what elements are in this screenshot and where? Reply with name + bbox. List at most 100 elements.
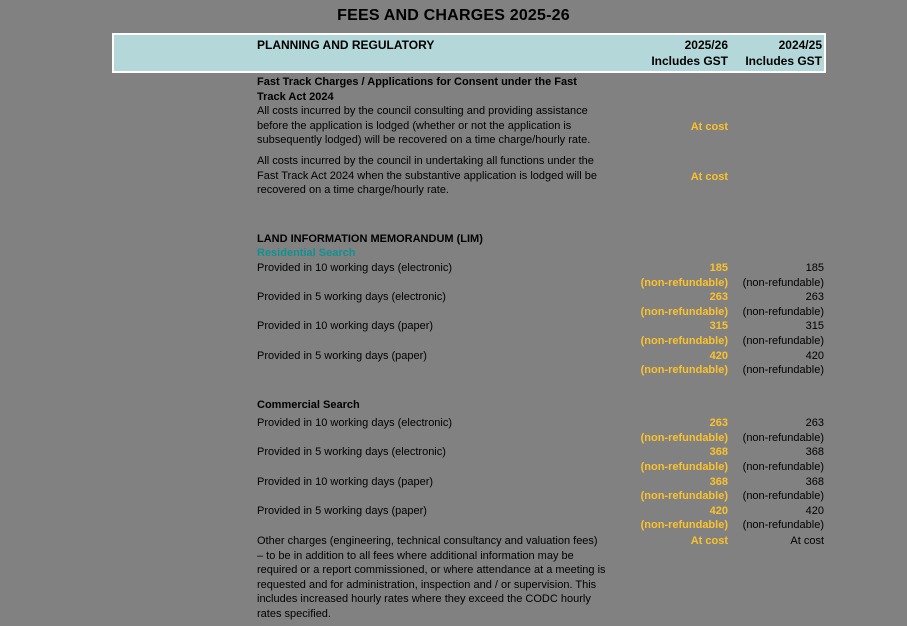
table-row: Provided in 5 working days (paper) 420 (no… xyxy=(112,349,826,378)
fee-amount-current: 263 xyxy=(709,291,728,304)
fee-value-previous xyxy=(728,154,826,198)
fee-value-previous: 263 (non-refundable) xyxy=(728,290,826,319)
fee-amount-previous: 368 xyxy=(805,475,824,488)
fee-amount-previous: 263 xyxy=(805,417,824,430)
fee-amount-previous: 420 xyxy=(805,504,824,517)
fee-amount-previous: 420 xyxy=(805,349,824,362)
fee-value-current: At cost xyxy=(612,104,728,148)
fee-value-current: 420 (non-refundable) xyxy=(612,349,728,378)
row-description: Other charges (engineering, technical co… xyxy=(257,535,606,620)
table-header-title: PLANNING AND REGULATORY xyxy=(257,38,435,52)
table-row: All costs incurred by the council in und… xyxy=(112,154,826,198)
fee-value-current: 420 (non-refundable) xyxy=(612,504,728,533)
fee-label: Provided in 10 working days (electronic) xyxy=(257,261,453,274)
fee-amount-previous: 185 xyxy=(805,261,824,274)
fee-value-current: 263 (non-refundable) xyxy=(612,290,728,319)
fee-label: Provided in 5 working days (paper) xyxy=(257,349,427,362)
table-header: PLANNING AND REGULATORY 2025/26 Includes… xyxy=(112,33,826,73)
column-gst-note-current: Includes GST xyxy=(651,54,728,68)
fee-amount-current: 263 xyxy=(709,417,728,430)
fee-label: Provided in 5 working days (electronic) xyxy=(257,446,446,459)
fee-note-current: (non-refundable) xyxy=(640,276,728,289)
table-row: Provided in 10 working days (paper) 368 (n… xyxy=(112,475,826,504)
fee-note-current: (non-refundable) xyxy=(640,364,728,377)
table-row: Provided in 5 working days (electronic) 2… xyxy=(112,290,826,319)
fee-table: PLANNING AND REGULATORY 2025/26 Includes… xyxy=(112,33,826,622)
fee-table-body: Fast Track Charges / Applications for Co… xyxy=(112,75,826,622)
table-row: All costs incurred by the council consul… xyxy=(112,104,826,148)
table-row: Commercial Search xyxy=(112,398,826,413)
fee-value-previous: 368 (non-refundable) xyxy=(728,445,826,474)
fee-amount-current: At cost xyxy=(690,121,728,134)
fee-amount-current: 185 xyxy=(709,261,728,274)
fee-amount-current: 315 xyxy=(709,320,728,333)
table-row: LAND INFORMATION MEMORANDUM (LIM) xyxy=(112,232,826,247)
fee-note-previous: (non-refundable) xyxy=(742,276,824,289)
fee-value-current: At cost xyxy=(612,154,728,198)
fee-amount-current: 368 xyxy=(709,446,728,459)
fee-value-previous: At cost xyxy=(728,534,826,622)
fee-note-current: (non-refundable) xyxy=(640,519,728,532)
fee-value-previous: 263 (non-refundable) xyxy=(728,416,826,445)
fee-value-previous: 420 (non-refundable) xyxy=(728,349,826,378)
column-header-2024-25: 2024/25 Includes GST xyxy=(728,37,824,69)
fee-label: Provided in 10 working days (paper) xyxy=(257,475,434,488)
fee-label: Provided in 5 working days (paper) xyxy=(257,504,427,517)
table-row: Provided in 10 working days (paper) 315 (n… xyxy=(112,319,826,348)
fee-note-current: (non-refundable) xyxy=(640,490,728,503)
row-description: All costs incurred by the council in und… xyxy=(257,154,597,197)
fee-note-current: (non-refundable) xyxy=(640,431,728,444)
table-row: Provided in 10 working days (electronic)… xyxy=(112,416,826,445)
fee-label: Provided in 10 working days (electronic) xyxy=(257,417,453,430)
fee-amount-previous: 368 xyxy=(805,446,824,459)
fee-amount-current: 420 xyxy=(709,504,728,517)
fee-amount-previous: 263 xyxy=(805,291,824,304)
table-row: Fast Track Charges / Applications for Co… xyxy=(112,75,826,104)
fee-note-previous: (non-refundable) xyxy=(742,305,824,318)
section-heading: Commercial Search xyxy=(257,398,360,411)
fee-value-current: 368 (non-refundable) xyxy=(612,445,728,474)
section-heading: Fast Track Charges / Applications for Co… xyxy=(257,76,577,103)
fee-note-current: (non-refundable) xyxy=(640,461,728,474)
fee-label: Provided in 10 working days (paper) xyxy=(257,320,434,333)
fee-value-current: 368 (non-refundable) xyxy=(612,475,728,504)
fee-value-current: At cost xyxy=(612,534,728,622)
table-row: Other charges (engineering, technical co… xyxy=(112,534,826,622)
fee-amount-previous: 315 xyxy=(805,320,824,333)
fee-note-current: (non-refundable) xyxy=(640,334,728,347)
column-year-current: 2025/26 xyxy=(684,38,728,52)
fee-note-previous: (non-refundable) xyxy=(742,519,824,532)
fee-value-previous: 315 (non-refundable) xyxy=(728,319,826,348)
column-gst-note-previous: Includes GST xyxy=(745,54,822,68)
fee-note-previous: (non-refundable) xyxy=(742,334,824,347)
fee-amount-current: At cost xyxy=(690,170,728,183)
page-title: FEES AND CHARGES 2025-26 xyxy=(337,7,570,24)
fee-value-previous: 420 (non-refundable) xyxy=(728,504,826,533)
fee-value-current: 315 (non-refundable) xyxy=(612,319,728,348)
fee-value-previous: 185 (non-refundable) xyxy=(728,261,826,290)
fee-value-current: 185 (non-refundable) xyxy=(612,261,728,290)
fee-label: Provided in 5 working days (electronic) xyxy=(257,291,446,304)
fee-amount-current: 420 xyxy=(709,349,728,362)
section-heading: Residential Search xyxy=(257,247,356,260)
row-description: All costs incurred by the council consul… xyxy=(257,105,591,147)
table-row: Provided in 10 working days (electronic)… xyxy=(112,261,826,290)
table-row: Provided in 5 working days (paper) 420 (no… xyxy=(112,504,826,533)
fee-note-previous: (non-refundable) xyxy=(742,461,824,474)
fee-amount-current: 368 xyxy=(709,475,728,488)
fee-value-previous: 368 (non-refundable) xyxy=(728,475,826,504)
fee-note-previous: (non-refundable) xyxy=(742,364,824,377)
section-heading: LAND INFORMATION MEMORANDUM (LIM) xyxy=(257,232,483,245)
fee-note-previous: (non-refundable) xyxy=(742,431,824,444)
column-year-previous: 2024/25 xyxy=(778,38,822,52)
fee-amount-current: At cost xyxy=(690,535,728,548)
fee-note-previous: (non-refundable) xyxy=(742,490,824,503)
fee-amount-previous: At cost xyxy=(790,535,824,548)
table-row: Residential Search xyxy=(112,246,826,261)
fee-value-previous xyxy=(728,104,826,148)
table-row: Provided in 5 working days (electronic) 3… xyxy=(112,445,826,474)
fee-value-current: 263 (non-refundable) xyxy=(612,416,728,445)
fee-note-current: (non-refundable) xyxy=(640,305,728,318)
column-header-2025-26: 2025/26 Includes GST xyxy=(612,37,728,69)
